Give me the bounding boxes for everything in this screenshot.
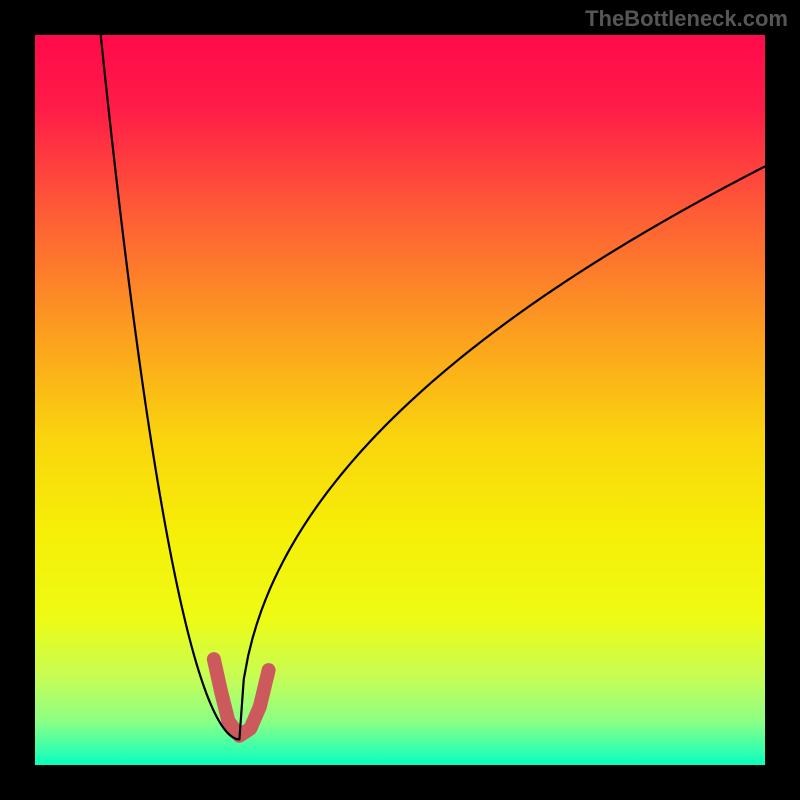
watermark-text: TheBottleneck.com [585,6,788,32]
bottleneck-chart [0,0,800,800]
